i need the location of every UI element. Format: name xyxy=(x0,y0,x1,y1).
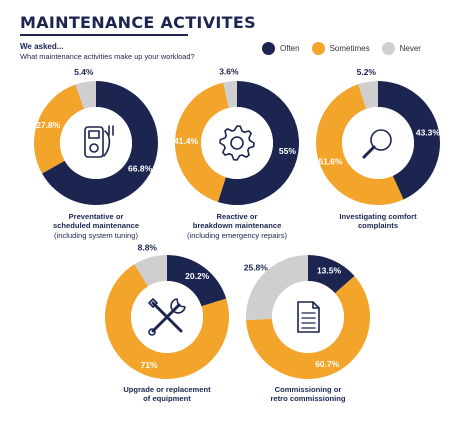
slice-often xyxy=(217,81,299,205)
slice-sometimes xyxy=(174,82,229,202)
donut-hole xyxy=(201,107,273,179)
data-label-sometimes: 60.7% xyxy=(315,359,340,369)
asked-label: We asked... xyxy=(20,42,64,51)
slice-often xyxy=(42,81,158,205)
data-label-never: 3.6% xyxy=(219,67,239,77)
donut-chart-2: 55% 41.4% 3.6% xyxy=(174,67,299,205)
data-label-never: 8.8% xyxy=(138,243,158,253)
slice-never xyxy=(75,81,96,110)
slice-sometimes xyxy=(246,275,370,379)
data-label-sometimes: 27.8% xyxy=(36,120,61,130)
caption-chart-4: Upgrade or replacement of equipment xyxy=(82,385,252,404)
legend-label-never: Never xyxy=(399,44,421,53)
legend-swatch-often xyxy=(262,42,275,55)
caption-title-line: Reactive or xyxy=(216,212,258,221)
caption-chart-5: Commissioning or retro commissioning xyxy=(223,385,393,404)
caption-title-line: of equipment xyxy=(143,394,191,404)
data-label-sometimes: 41.4% xyxy=(174,136,199,146)
caption-chart-1: Preventative or scheduled maintenance (inc… xyxy=(11,212,181,240)
slice-often xyxy=(378,81,440,200)
donut-chart-3: 43.3% 51.6% 5.2% xyxy=(315,67,441,206)
donut-hole xyxy=(60,107,132,179)
slice-sometimes xyxy=(315,84,404,206)
data-label-sometimes: 71% xyxy=(141,360,158,370)
caption-chart-3: Investigating comfort complaints xyxy=(293,212,463,231)
data-label-often: 43.3% xyxy=(416,127,441,137)
legend-item-often: Often xyxy=(262,42,300,55)
caption-title-line: Preventative or xyxy=(68,212,124,221)
donut-chart-4: 20.2% 71% 8.8% xyxy=(104,243,229,379)
legend-label-often: Often xyxy=(280,44,300,53)
slice-often xyxy=(308,255,355,294)
caption-subtitle: (including emergency repairs) xyxy=(186,230,288,240)
slice-never xyxy=(246,255,308,321)
legend-item-sometimes: Sometimes xyxy=(311,42,370,55)
data-label-often: 13.5% xyxy=(317,266,342,276)
caption-title-line: complaints xyxy=(357,221,399,231)
data-label-never: 5.2% xyxy=(357,67,377,77)
magnifier-icon xyxy=(362,129,392,159)
title-underline xyxy=(20,34,188,36)
caption-title-line: retro commissioning xyxy=(270,394,346,404)
donut-chart-5: 13.5% 60.7% 25.8% xyxy=(244,255,370,379)
legend-label-sometimes: Sometimes xyxy=(329,44,370,53)
legend-swatch-never xyxy=(381,42,395,55)
caption-subtitle: (including system tuning) xyxy=(54,230,138,240)
donut-chart-1: 66.8% 27.8% 5.4% xyxy=(34,67,158,205)
data-label-sometimes: 51.6% xyxy=(318,157,343,167)
gear-icon xyxy=(219,125,255,161)
caption-title-line: Upgrade or replacement xyxy=(123,385,211,394)
slice-never xyxy=(134,255,167,287)
slice-often xyxy=(167,255,227,307)
data-label-never: 5.4% xyxy=(74,67,94,77)
caption-title-line: Investigating comfort xyxy=(339,212,417,221)
slice-never xyxy=(223,81,237,108)
slice-never xyxy=(358,81,378,109)
donut-hole xyxy=(272,281,344,353)
slice-sometimes xyxy=(104,264,229,379)
legend: Often Sometimes Never xyxy=(262,42,427,55)
data-label-never: 25.8% xyxy=(244,262,269,272)
legend-item-never: Never xyxy=(381,42,421,55)
caption-title-line: Commissioning or xyxy=(274,385,342,394)
donut-hole xyxy=(342,107,414,179)
multimeter-icon xyxy=(84,125,114,158)
data-label-often: 20.2% xyxy=(185,271,210,281)
data-label-often: 55% xyxy=(279,146,296,156)
tools-icon xyxy=(148,298,186,336)
page-title: MAINTENANCE ACTIVITES xyxy=(20,13,256,32)
data-label-often: 66.8% xyxy=(128,164,153,174)
caption-title-line: breakdown maintenance xyxy=(192,221,282,231)
document-icon xyxy=(297,301,320,333)
question-text: What maintenance activities make up your… xyxy=(20,52,195,61)
caption-title-line: scheduled maintenance xyxy=(52,221,140,231)
slice-sometimes xyxy=(34,84,85,174)
legend-swatch-sometimes xyxy=(311,42,325,55)
caption-chart-2: Reactive or breakdown maintenance (includi… xyxy=(152,212,322,240)
